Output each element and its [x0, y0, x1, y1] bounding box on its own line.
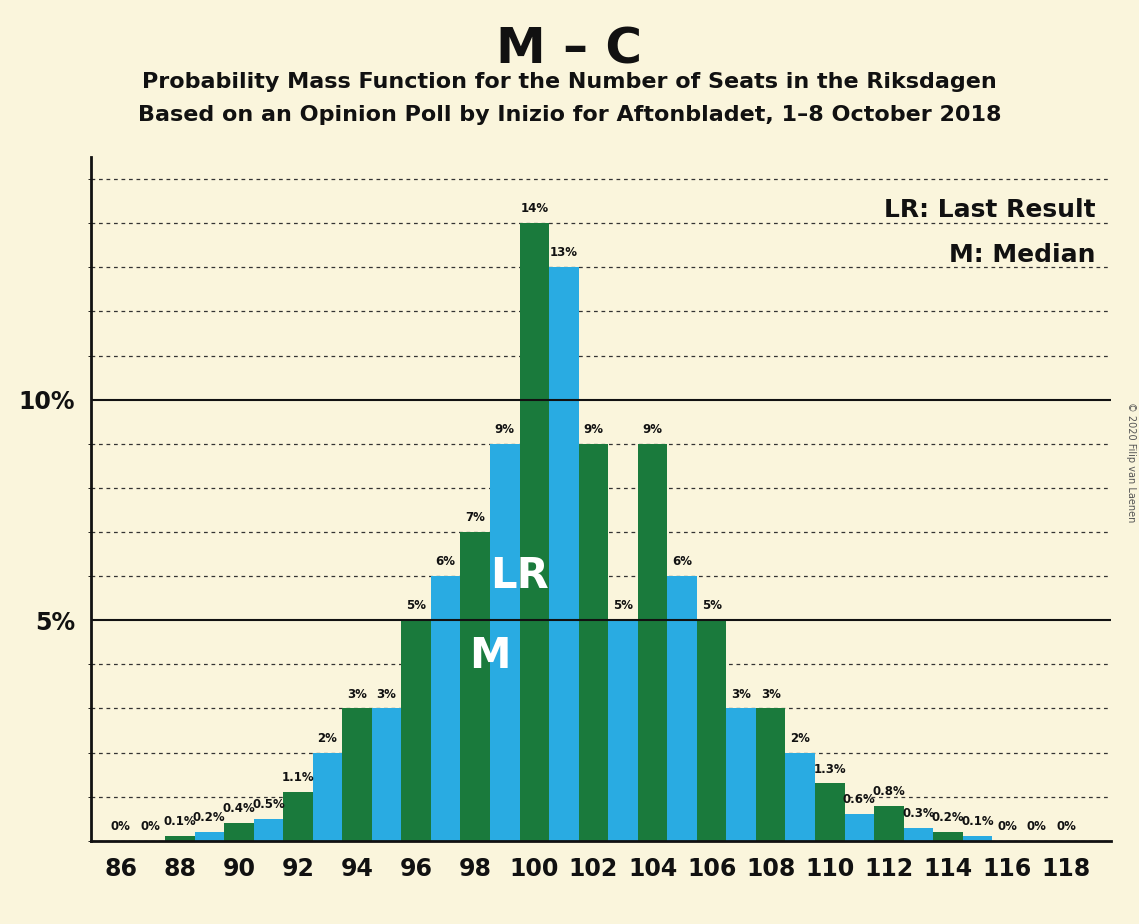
Text: 5%: 5% — [702, 600, 722, 613]
Text: 0.3%: 0.3% — [902, 807, 935, 820]
Text: 1.3%: 1.3% — [813, 762, 846, 775]
Text: 0.1%: 0.1% — [961, 816, 994, 829]
Bar — [697, 620, 727, 841]
Text: 6%: 6% — [436, 555, 456, 568]
Text: 0%: 0% — [997, 820, 1017, 833]
Text: M: M — [469, 635, 510, 676]
Bar — [786, 753, 816, 841]
Text: 9%: 9% — [494, 423, 515, 436]
Text: 3%: 3% — [347, 687, 367, 700]
Text: 13%: 13% — [550, 247, 577, 260]
Bar — [756, 709, 786, 841]
Bar — [962, 836, 992, 841]
Bar — [195, 832, 224, 841]
Text: 3%: 3% — [731, 687, 751, 700]
Bar — [460, 532, 490, 841]
Text: M: Median: M: Median — [949, 243, 1096, 266]
Text: © 2020 Filip van Laenen: © 2020 Filip van Laenen — [1126, 402, 1136, 522]
Text: 7%: 7% — [466, 511, 485, 524]
Text: 14%: 14% — [521, 202, 548, 215]
Bar — [313, 753, 343, 841]
Bar — [667, 577, 697, 841]
Bar — [549, 267, 579, 841]
Text: Based on an Opinion Poll by Inizio for Aftonbladet, 1–8 October 2018: Based on an Opinion Poll by Inizio for A… — [138, 105, 1001, 126]
Text: 0%: 0% — [1026, 820, 1047, 833]
Bar — [165, 836, 195, 841]
Bar — [579, 444, 608, 841]
Text: 9%: 9% — [642, 423, 663, 436]
Text: 2%: 2% — [318, 732, 337, 745]
Bar — [638, 444, 667, 841]
Text: 6%: 6% — [672, 555, 693, 568]
Text: 0.2%: 0.2% — [932, 811, 965, 824]
Text: 0%: 0% — [1056, 820, 1076, 833]
Text: 0.6%: 0.6% — [843, 794, 876, 807]
Text: 0.2%: 0.2% — [192, 811, 226, 824]
Text: Probability Mass Function for the Number of Seats in the Riksdagen: Probability Mass Function for the Number… — [142, 72, 997, 92]
Text: 0%: 0% — [110, 820, 131, 833]
Text: LR: LR — [490, 555, 549, 597]
Text: 0.8%: 0.8% — [872, 784, 906, 797]
Bar — [401, 620, 431, 841]
Bar — [343, 709, 371, 841]
Text: 0.5%: 0.5% — [252, 797, 285, 811]
Text: 0%: 0% — [140, 820, 161, 833]
Bar — [519, 224, 549, 841]
Bar — [371, 709, 401, 841]
Text: 0.1%: 0.1% — [164, 816, 196, 829]
Bar — [845, 814, 874, 841]
Text: 2%: 2% — [790, 732, 810, 745]
Bar — [284, 792, 313, 841]
Bar — [254, 819, 284, 841]
Text: 5%: 5% — [613, 600, 633, 613]
Text: M – C: M – C — [497, 26, 642, 74]
Text: 9%: 9% — [583, 423, 604, 436]
Bar — [224, 823, 254, 841]
Bar — [608, 620, 638, 841]
Text: 3%: 3% — [377, 687, 396, 700]
Text: 5%: 5% — [407, 600, 426, 613]
Bar — [816, 784, 845, 841]
Bar — [933, 832, 962, 841]
Text: 0.4%: 0.4% — [222, 802, 255, 815]
Text: 3%: 3% — [761, 687, 780, 700]
Text: 1.1%: 1.1% — [281, 772, 314, 784]
Bar — [490, 444, 519, 841]
Text: LR: Last Result: LR: Last Result — [884, 198, 1096, 222]
Bar — [874, 806, 903, 841]
Bar — [727, 709, 756, 841]
Bar — [431, 577, 460, 841]
Bar — [903, 828, 933, 841]
